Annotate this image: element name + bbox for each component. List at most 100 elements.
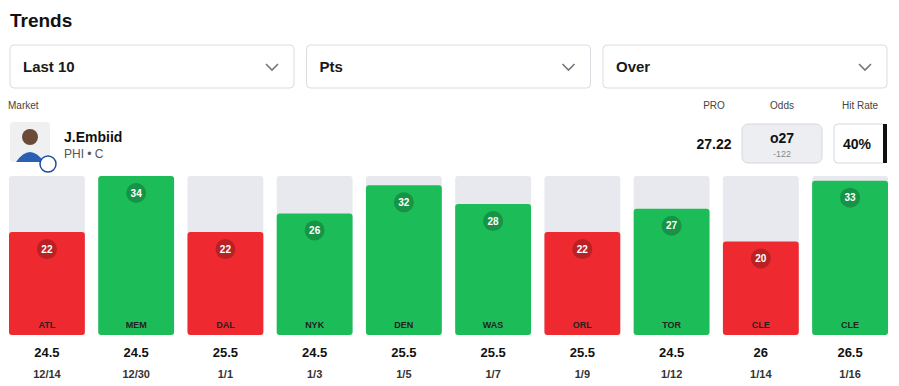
bar-track	[634, 176, 710, 335]
line-label: 24.5	[124, 345, 149, 360]
line-label: 24.5	[659, 345, 684, 360]
date-label: 1/3	[307, 368, 322, 380]
label-badge	[37, 239, 57, 259]
date-label: 1/9	[575, 368, 590, 380]
date-label: 12/14	[33, 368, 61, 380]
data-label: 22	[220, 244, 232, 255]
line-label: 25.5	[570, 345, 595, 360]
data-label: 34	[131, 188, 143, 199]
line-label: 25.5	[480, 345, 505, 360]
hit-rate: 40%	[843, 136, 872, 152]
bar-track	[187, 176, 263, 335]
line-label: 24.5	[34, 345, 59, 360]
labels: 22 ATL 24.5 12/14 34 MEM 24.5 12/30 22 DAL 25.5 1/1…	[33, 183, 863, 380]
category-label: MEM	[126, 320, 147, 330]
avatar	[10, 122, 56, 172]
line-label: 26	[754, 345, 768, 360]
dropdown[interactable]: Last 10	[10, 45, 294, 88]
label-badge	[215, 239, 235, 259]
avatar-bg	[10, 122, 50, 162]
line-label: 25.5	[213, 345, 238, 360]
dropdown[interactable]: Over	[603, 45, 887, 88]
bar	[723, 241, 799, 335]
data-label: 26	[309, 225, 321, 236]
odds-line: o27	[770, 130, 794, 146]
data-label: 22	[577, 244, 589, 255]
date-label: 1/12	[661, 368, 682, 380]
data-label: 33	[845, 192, 857, 203]
market-heading: Market	[8, 100, 39, 111]
bars	[9, 176, 888, 335]
bar-track	[98, 176, 174, 335]
category-label: TOR	[662, 320, 681, 330]
trends-widget: TrendsLast 10PtsOverMarketPROOddsHit Rat…	[0, 0, 899, 386]
category-label: ATL	[39, 320, 56, 330]
label-badge	[126, 183, 146, 203]
category-label: CLE	[841, 320, 859, 330]
label-badge	[483, 211, 503, 231]
player-name: J.Embiid	[64, 129, 122, 145]
category-label: CLE	[752, 320, 770, 330]
data-label: 22	[41, 244, 53, 255]
bar-track	[455, 176, 531, 335]
team-logo	[40, 156, 56, 172]
title: Trends	[10, 10, 72, 31]
label-badge	[305, 220, 325, 240]
category-label: WAS	[483, 320, 504, 330]
bar	[187, 232, 263, 335]
data-label: 32	[398, 197, 410, 208]
category-label: ORL	[573, 320, 593, 330]
avatar-head	[22, 129, 38, 145]
date-label: 1/5	[396, 368, 411, 380]
data-label: 20	[755, 253, 767, 264]
dropdown-label: Pts	[320, 58, 343, 75]
data-label: 28	[488, 216, 500, 227]
category-label: DAL	[216, 320, 235, 330]
bar	[634, 209, 710, 335]
player-team: PHI • C	[64, 147, 104, 161]
bar	[455, 204, 531, 335]
dropdown-label: Over	[616, 58, 650, 75]
label-badge	[394, 192, 414, 212]
avatar-body	[16, 152, 44, 162]
date-label: 12/30	[122, 368, 150, 380]
bar	[98, 176, 174, 335]
label-badge	[662, 216, 682, 236]
line-label: 25.5	[391, 345, 416, 360]
bar-track	[544, 176, 620, 335]
line-label: 26.5	[837, 345, 862, 360]
hit-rate-heading: Hit Rate	[842, 100, 879, 111]
dropdown-chevron[interactable]	[266, 64, 278, 70]
bar	[812, 181, 888, 335]
bar-track	[723, 176, 799, 335]
odds-box[interactable]	[742, 124, 822, 163]
pro-value: 27.22	[696, 136, 731, 152]
dropdown-chevron[interactable]	[859, 64, 871, 70]
date-label: 1/7	[485, 368, 500, 380]
bar-track	[9, 176, 85, 335]
dropdown-box[interactable]	[307, 45, 591, 88]
bar-tracks	[9, 176, 888, 335]
category-label: DEN	[394, 320, 413, 330]
dropdown-chevron[interactable]	[563, 64, 575, 70]
date-label: 1/1	[218, 368, 233, 380]
dropdown[interactable]: Pts	[307, 45, 591, 88]
dropdown-label: Last 10	[23, 58, 75, 75]
bar	[544, 232, 620, 335]
pro-heading: PRO	[703, 100, 725, 111]
label-badge	[751, 248, 771, 268]
bar	[9, 232, 85, 335]
bar-track	[366, 176, 442, 335]
data-label: 27	[666, 220, 678, 231]
bar	[277, 213, 353, 335]
dropdown-box[interactable]	[603, 45, 887, 88]
date-label: 1/14	[750, 368, 772, 380]
odds-price: -122	[773, 149, 791, 159]
bar-track	[277, 176, 353, 335]
line-label: 24.5	[302, 345, 327, 360]
date-label: 1/16	[839, 368, 860, 380]
dropdown-box[interactable]	[10, 45, 294, 88]
bar	[366, 185, 442, 335]
bar-track	[812, 176, 888, 335]
label-badge	[840, 188, 860, 208]
